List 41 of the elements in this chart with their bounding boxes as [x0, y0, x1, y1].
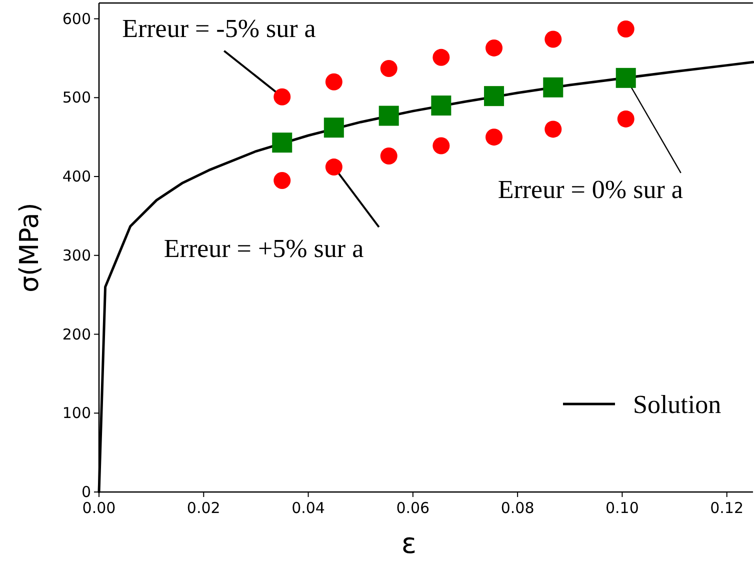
annotation: Erreur = -5% sur a [122, 14, 316, 43]
x-tick-label: 0.12 [710, 499, 744, 517]
point [486, 39, 503, 56]
point [486, 128, 503, 146]
y-tick-label: 200 [62, 325, 91, 344]
point [432, 48, 450, 66]
y-tick-label: 0 [81, 483, 91, 501]
point [378, 106, 399, 126]
y-tick-label: 300 [62, 246, 91, 264]
x-tick-label: 0.02 [186, 499, 220, 517]
point [380, 60, 398, 77]
point [380, 148, 398, 165]
point [324, 118, 344, 138]
point [274, 172, 291, 189]
y-tick-label: 500 [62, 88, 91, 107]
point [617, 110, 634, 128]
point [272, 132, 292, 153]
x-tick-label: 0.10 [605, 499, 639, 517]
point [274, 88, 291, 106]
point [325, 158, 342, 176]
point [325, 73, 342, 90]
x-axis-title: ε [401, 527, 417, 560]
x-tick-label: 0.04 [292, 499, 325, 517]
y-tick-label: 600 [62, 10, 91, 28]
point [484, 86, 504, 106]
legend-label: Solution [633, 390, 722, 419]
point [544, 120, 562, 138]
annotation: Erreur = +5% sur a [164, 234, 364, 264]
annotation: Erreur = 0% sur a [498, 174, 684, 204]
x-tick-label: 0.00 [82, 499, 116, 517]
x-tick-label: 0.06 [396, 499, 430, 517]
point [431, 96, 452, 116]
point [543, 77, 564, 98]
y-tick-label: 100 [62, 404, 91, 422]
point [544, 30, 562, 48]
point [617, 20, 634, 38]
point [616, 68, 636, 88]
y-tick-label: 400 [62, 168, 91, 186]
y-axis-title: σ(MPa) [15, 202, 45, 292]
x-tick-label: 0.08 [500, 499, 534, 517]
point [432, 137, 450, 154]
